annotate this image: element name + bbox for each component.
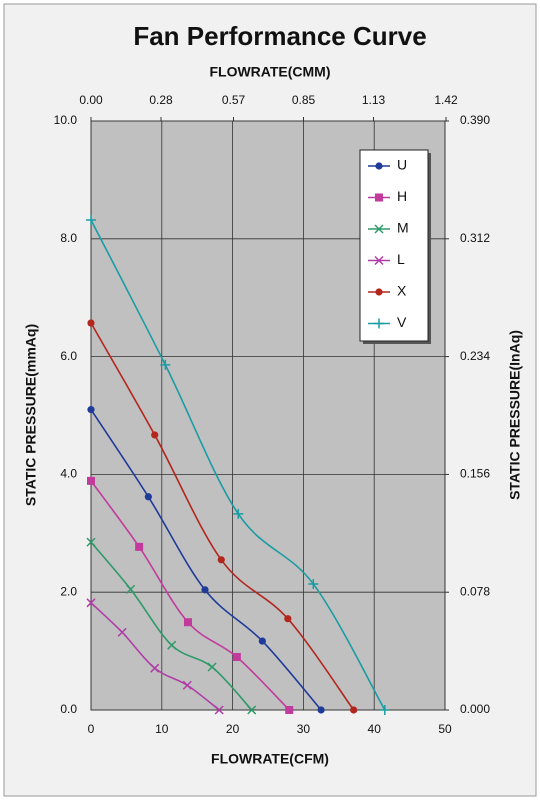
marker	[258, 637, 266, 645]
y2-tick-label: 0.000	[460, 702, 490, 716]
marker	[135, 542, 144, 551]
y2-tick-label: 0.390	[460, 113, 490, 127]
legend-label: L	[397, 251, 405, 267]
marker	[317, 706, 325, 714]
y2-tick-label: 0.078	[460, 584, 490, 598]
marker	[207, 662, 217, 672]
x-tick-label: 10	[155, 722, 169, 736]
legend-label: X	[397, 283, 407, 299]
y2-tick-label: 0.156	[460, 467, 490, 481]
marker	[117, 627, 127, 637]
marker	[86, 598, 96, 608]
marker	[86, 214, 96, 225]
legend-label: M	[397, 220, 409, 236]
legend-marker	[375, 162, 383, 170]
y2-tick-label: 0.312	[460, 231, 490, 245]
x2-tick-label: 0.57	[222, 93, 246, 107]
y-tick-label: 6.0	[60, 349, 77, 363]
marker	[217, 556, 225, 564]
x2-tick-label: 0.28	[149, 93, 173, 107]
legend-label: H	[397, 188, 407, 204]
marker	[126, 584, 136, 594]
x-tick-label: 0	[88, 722, 95, 736]
chart-title: Fan Performance Curve	[133, 21, 426, 51]
marker	[86, 537, 96, 547]
marker	[87, 406, 95, 414]
marker	[160, 359, 171, 370]
x2-tick-label: 0.00	[79, 93, 103, 107]
legend-marker	[375, 288, 383, 296]
legend-marker	[374, 224, 384, 234]
marker	[182, 680, 192, 690]
x2-tick-label: 1.13	[362, 93, 386, 107]
marker	[201, 586, 209, 594]
x2-axis-title: FLOWRATE(CMM)	[209, 64, 330, 80]
legend	[359, 149, 429, 342]
marker	[350, 706, 358, 714]
marker	[233, 508, 244, 519]
marker	[285, 706, 294, 714]
series-line	[90, 322, 355, 711]
marker	[151, 431, 159, 439]
x2-tick-label: 0.85	[292, 93, 316, 107]
y2-tick-label: 0.234	[460, 349, 490, 363]
marker	[183, 618, 192, 627]
marker	[144, 493, 152, 501]
series-line	[90, 409, 322, 711]
legend-marker	[375, 193, 383, 202]
marker	[167, 640, 177, 650]
legend-label: U	[397, 157, 407, 173]
legend-marker	[374, 318, 384, 329]
marker	[379, 705, 390, 715]
legend-label: V	[397, 314, 407, 330]
marker	[284, 615, 292, 623]
y-tick-label: 10.0	[54, 113, 78, 127]
x-axis-title: FLOWRATE(CFM)	[211, 751, 329, 767]
x-tick-label: 20	[226, 722, 240, 736]
legend-marker	[374, 255, 384, 266]
y-axis-title: STATIC PRESSURE(mmAq)	[23, 324, 39, 506]
marker	[214, 705, 224, 715]
y-tick-label: 4.0	[60, 467, 77, 481]
y2-axis-title: STATIC PRESSURE(InAq)	[507, 330, 523, 500]
marker	[247, 705, 257, 715]
marker	[150, 663, 160, 673]
x2-tick-label: 1.42	[434, 93, 458, 107]
x-tick-label: 40	[368, 722, 382, 736]
marker	[87, 476, 95, 485]
y-tick-label: 8.0	[60, 231, 77, 245]
x-tick-label: 30	[297, 722, 311, 736]
y-tick-label: 0.0	[60, 702, 77, 716]
x-tick-label: 50	[438, 722, 452, 736]
marker	[87, 319, 95, 327]
marker	[308, 578, 319, 589]
marker	[232, 652, 241, 661]
y-tick-label: 2.0	[60, 584, 77, 598]
